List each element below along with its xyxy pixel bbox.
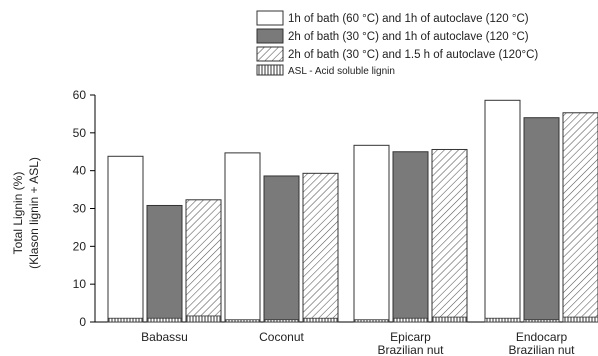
asl-bar-gray-3 (523, 319, 560, 323)
asl-bars (107, 315, 598, 323)
y-axis-title-line-2: (Klason lignin + ASL) (27, 157, 41, 269)
legend-swatch-white (256, 10, 284, 26)
bar-gray-1 (263, 175, 300, 323)
y-axis-title: Total Lignin (%) (Klason lignin + ASL) (11, 157, 41, 269)
bar-gray-0 (146, 204, 183, 323)
asl-bar-white-1 (224, 319, 261, 323)
bar-white-1 (224, 152, 261, 323)
bar-hatch-3 (562, 112, 598, 323)
asl-bar-hatch-0 (185, 315, 222, 323)
y-tick-label: 0 (79, 315, 86, 329)
legend-label: 1h of bath (60 °C) and 1h of autoclave (… (288, 13, 529, 25)
legend-label: 2h of bath (30 °C) and 1h of autoclave (… (288, 31, 529, 43)
y-tick-label: 40 (73, 164, 87, 178)
legend-label: 2h of bath (30 °C) and 1.5 h of autoclav… (288, 49, 538, 61)
bar-gray-3 (523, 117, 560, 323)
y-tick-label: 20 (73, 239, 87, 253)
chart-legend: 1h of bath (60 °C) and 1h of autoclave (… (256, 10, 538, 77)
asl-bar-gray-2 (392, 317, 429, 323)
category-label: Endocarp (516, 330, 568, 344)
asl-bar-hatch-1 (302, 317, 339, 323)
y-tick-label: 10 (73, 277, 87, 291)
legend-swatch-hatch (256, 46, 284, 62)
category-label: Brazilian nut (508, 343, 575, 356)
category-label: Coconut (259, 330, 304, 344)
asl-bar-hatch-2 (431, 316, 468, 323)
category-label: Brazilian nut (377, 343, 444, 356)
bar-series (107, 99, 598, 323)
bar-white-0 (107, 155, 144, 323)
bar-white-2 (353, 144, 390, 323)
asl-bar-white-0 (107, 317, 144, 323)
legend-swatch-asl (256, 64, 284, 76)
bar-hatch-1 (302, 172, 339, 323)
y-tick-label: 50 (73, 126, 87, 140)
bar-hatch-2 (431, 148, 468, 323)
asl-bar-gray-0 (146, 317, 183, 323)
y-tick-label: 30 (73, 202, 87, 216)
category-label: Epicarp (390, 330, 431, 344)
bar-gray-2 (392, 151, 429, 323)
asl-bar-gray-1 (263, 319, 300, 323)
y-axis-title-line-1: Total Lignin (%) (11, 172, 25, 255)
asl-bar-hatch-3 (562, 316, 598, 323)
asl-bar-white-3 (484, 317, 521, 323)
bar-hatch-0 (185, 199, 222, 323)
asl-bar-white-2 (353, 319, 390, 323)
legend-swatch-gray (256, 28, 284, 44)
y-tick-label: 60 (73, 88, 87, 102)
y-axis: 0 10 20 30 40 50 60 (73, 88, 96, 329)
bar-white-3 (484, 99, 521, 323)
category-label: Babassu (141, 330, 188, 344)
legend-label-asl: ASL - Acid soluble lignin (288, 66, 395, 77)
